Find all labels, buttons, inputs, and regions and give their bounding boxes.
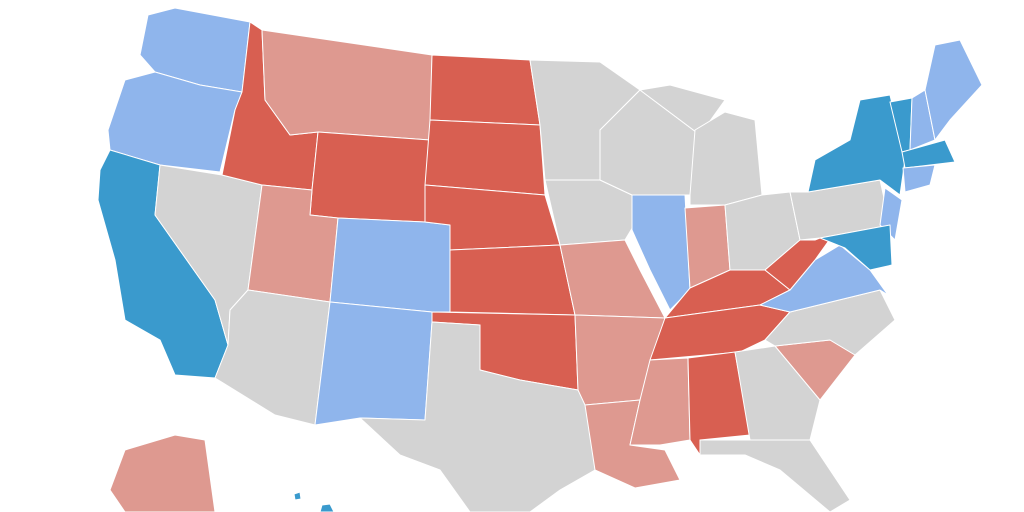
- massachusetts: [901, 139, 956, 169]
- wyoming: [309, 131, 431, 223]
- michigan-upper: [639, 84, 726, 136]
- georgia: [734, 345, 821, 441]
- north-carolina: [764, 289, 896, 356]
- north-dakota: [429, 54, 541, 126]
- new-mexico: [314, 301, 433, 426]
- michigan: [689, 111, 763, 206]
- connecticut-rhode-island: [902, 164, 936, 193]
- maine: [924, 39, 983, 141]
- texas: [359, 321, 596, 512]
- colorado: [329, 217, 451, 313]
- florida: [699, 439, 851, 512]
- south-dakota: [424, 119, 546, 196]
- new-york: [807, 94, 906, 196]
- missouri: [559, 239, 666, 319]
- hawaii: [293, 491, 302, 501]
- alaska: [109, 434, 216, 512]
- hawaii-island: [319, 503, 335, 512]
- oregon: [107, 71, 243, 173]
- kansas: [449, 244, 576, 316]
- illinois: [631, 194, 691, 311]
- maryland-delaware: [819, 224, 893, 271]
